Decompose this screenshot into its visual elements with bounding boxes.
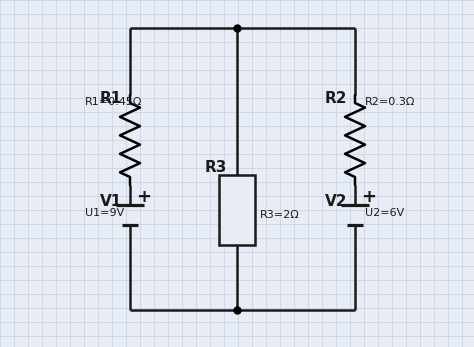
Text: V1: V1 [100,194,122,209]
Text: U1=9V: U1=9V [85,208,124,218]
Text: R3: R3 [205,160,227,175]
Text: R3=2Ω: R3=2Ω [260,210,300,220]
Text: R1=0.45Ω: R1=0.45Ω [85,97,142,107]
Bar [219,175,255,245]
Text: R1: R1 [100,91,122,105]
Text: R2: R2 [325,91,347,105]
Text: U2=6V: U2=6V [365,208,404,218]
Text: +: + [136,188,151,206]
Text: V2: V2 [325,194,347,209]
Text: +: + [361,188,376,206]
Text: R2=0.3Ω: R2=0.3Ω [365,97,415,107]
